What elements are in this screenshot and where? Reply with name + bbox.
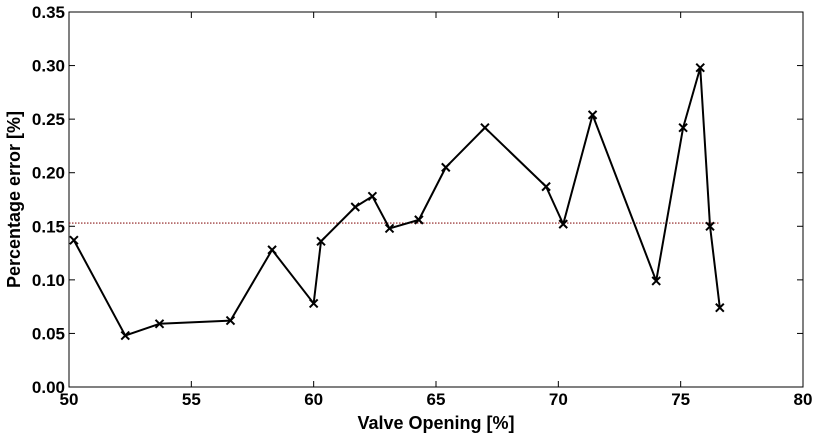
y-axis-ticks: 0.00 0.05 0.10 0.15 0.20 0.25 0.30 0.35: [32, 3, 803, 397]
data-point-marker: [308, 298, 319, 309]
data-point-marker: [541, 181, 551, 192]
data-point-marker: [695, 63, 705, 73]
data-point-marker: [441, 162, 451, 173]
x-tick-label: 80: [794, 390, 813, 409]
data-point-marker: [225, 315, 236, 326]
y-tick-label: 0.30: [32, 57, 65, 76]
x-axis-title: Valve Opening [%]: [357, 413, 514, 433]
x-tick-label: 55: [182, 390, 201, 409]
data-point-marker: [651, 276, 661, 286]
x-tick-label: 75: [671, 390, 690, 409]
y-axis-title: Percentage error [%]: [4, 111, 24, 288]
data-point-marker: [384, 223, 395, 234]
data-point-marker: [480, 123, 490, 133]
y-tick-label: 0.15: [32, 217, 65, 236]
y-tick-label: 0.35: [32, 3, 65, 22]
data-point-marker: [316, 236, 326, 246]
x-tick-label: 70: [549, 390, 568, 409]
data-point-marker: [154, 319, 165, 329]
x-tick-label: 60: [304, 390, 323, 409]
data-point-marker: [367, 191, 378, 201]
plot-frame: [68, 11, 804, 388]
data-point-marker: [267, 245, 277, 255]
y-tick-label: 0.20: [32, 164, 65, 183]
y-tick-label: 0.10: [32, 271, 65, 290]
data-point-marker: [678, 123, 688, 133]
data-point-marker: [120, 330, 130, 341]
x-tick-label: 50: [60, 390, 79, 409]
x-tick-label: 65: [427, 390, 446, 409]
data-point-marker: [587, 110, 598, 120]
y-tick-label: 0.05: [32, 324, 65, 343]
data-point-marker: [558, 219, 568, 229]
y-tick-label: 0.25: [32, 110, 65, 129]
axes: [68, 11, 804, 388]
data-series: [69, 63, 725, 341]
x-axis-ticks: 50 55 60 65 70 75 80: [60, 12, 813, 409]
series-line: [73, 66, 721, 337]
data-point-marker: [350, 202, 360, 212]
y-tick-label: 0.00: [32, 378, 65, 397]
data-point-marker: [715, 303, 725, 313]
data-point-marker: [705, 221, 715, 231]
data-point-marker: [69, 235, 79, 245]
data-point-marker: [414, 215, 424, 225]
